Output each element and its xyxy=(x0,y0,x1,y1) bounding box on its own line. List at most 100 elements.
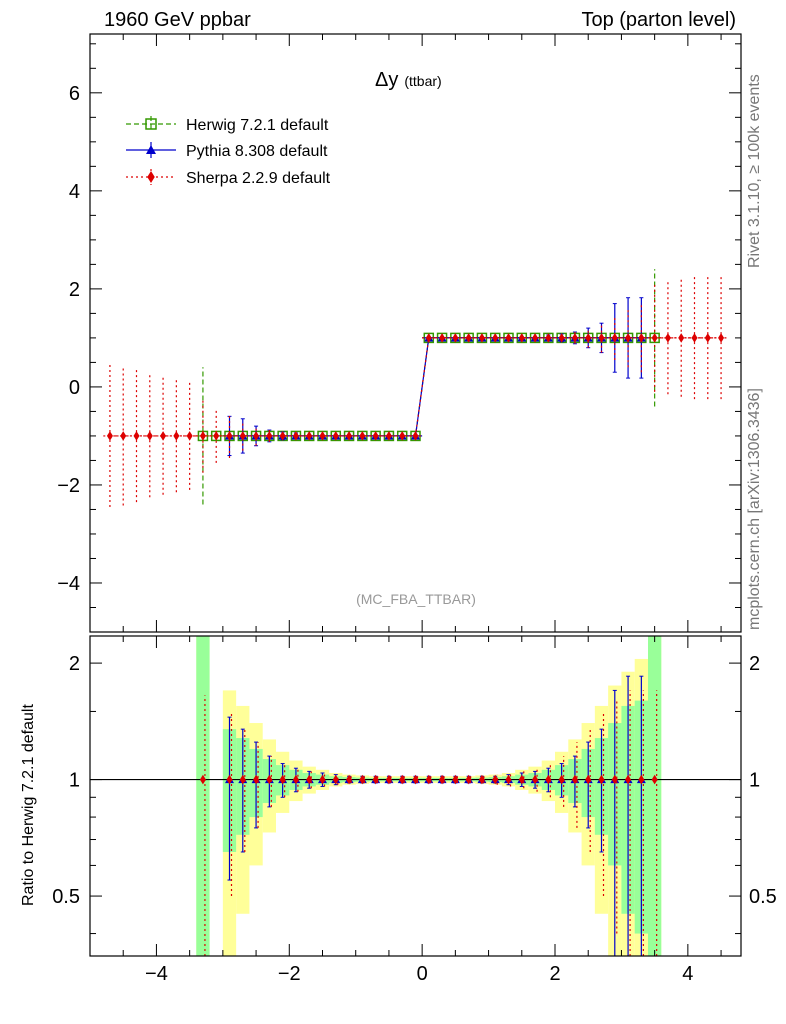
data-point xyxy=(106,431,113,441)
ratio-y-tick-label-right: 2 xyxy=(749,653,760,675)
data-point xyxy=(718,333,725,343)
data-point xyxy=(332,431,339,441)
ratio-point xyxy=(359,774,366,785)
data-point xyxy=(598,333,605,343)
data-point xyxy=(399,431,406,441)
ratio-point xyxy=(478,774,485,785)
data-point xyxy=(571,333,578,343)
y-tick-label: 0 xyxy=(69,377,80,399)
main-panel-series xyxy=(103,269,728,508)
data-point xyxy=(545,333,552,343)
ratio-point xyxy=(266,774,273,785)
data-point xyxy=(678,333,685,343)
header-right: Top (parton level) xyxy=(581,9,736,31)
legend-item-2: Sherpa 2.2.9 default xyxy=(126,169,331,187)
data-point xyxy=(492,333,499,343)
data-point xyxy=(292,431,299,441)
data-point xyxy=(439,333,446,343)
data-point xyxy=(558,333,565,343)
series-line xyxy=(109,337,722,437)
data-point xyxy=(173,431,180,441)
data-point xyxy=(133,431,140,441)
ratio-point xyxy=(439,774,446,785)
header-left: 1960 GeV ppbar xyxy=(104,9,251,31)
data-point xyxy=(425,333,432,343)
data-point xyxy=(253,431,260,441)
ratio-panel-bands xyxy=(196,636,662,956)
data-point xyxy=(478,333,485,343)
ratio-point xyxy=(332,774,339,785)
y-tick-label: 6 xyxy=(69,83,80,105)
series-0 xyxy=(196,269,662,505)
ratio-point xyxy=(505,774,512,785)
ratio-point xyxy=(532,774,539,785)
ratio-point xyxy=(611,774,618,785)
rivet-version-label: Rivet 3.1.10, ≥ 100k events xyxy=(746,74,763,268)
x-tick-label: 4 xyxy=(682,963,693,985)
plot-title: Δy (ttbar) xyxy=(375,69,442,91)
data-point xyxy=(532,333,539,343)
ratio-point xyxy=(465,774,472,785)
y-tick-label: 2 xyxy=(69,279,80,301)
data-point xyxy=(465,333,472,343)
ratio-point xyxy=(598,774,605,785)
data-point xyxy=(266,431,273,441)
ratio-point xyxy=(346,774,353,785)
legend: Herwig 7.2.1 default Pythia 8.308 default… xyxy=(126,116,331,187)
data-point xyxy=(199,431,206,441)
ratio-point xyxy=(651,774,658,785)
data-point xyxy=(518,333,525,343)
data-point xyxy=(704,333,711,343)
data-point xyxy=(146,431,153,441)
mcplots-label: mcplots.cern.ch [arXiv:1306.3436] xyxy=(746,388,763,630)
legend-label: Herwig 7.2.1 default xyxy=(186,117,329,134)
ratio-point xyxy=(253,774,260,785)
legend-label: Sherpa 2.2.9 default xyxy=(186,170,331,187)
ratio-point xyxy=(492,774,499,785)
data-point xyxy=(412,431,419,441)
uncertainty-band-green xyxy=(648,636,662,956)
legend-item-0: Herwig 7.2.1 default xyxy=(126,116,329,134)
ratio-point xyxy=(571,774,578,785)
data-point xyxy=(226,431,233,441)
x-tick-label: 2 xyxy=(549,963,560,985)
ratio-point xyxy=(545,774,552,785)
data-point xyxy=(160,431,167,441)
ratio-point xyxy=(239,774,246,785)
data-point xyxy=(638,333,645,343)
x-tick-label: −2 xyxy=(278,963,301,985)
data-point xyxy=(372,431,379,441)
data-point xyxy=(319,431,326,441)
ratio-point xyxy=(638,774,645,785)
uncertainty-band-green xyxy=(196,636,210,956)
y-tick-label: −2 xyxy=(57,475,80,497)
ratio-point xyxy=(199,774,206,785)
data-point xyxy=(186,431,193,441)
ratio-point xyxy=(625,774,632,785)
ratio-point xyxy=(385,774,392,785)
legend-item-1: Pythia 8.308 default xyxy=(126,142,328,160)
series-line xyxy=(202,337,655,437)
x-tick-label: 0 xyxy=(417,963,428,985)
data-point xyxy=(651,333,658,343)
data-point xyxy=(385,431,392,441)
data-point xyxy=(213,431,220,441)
data-point xyxy=(452,333,459,343)
ratio-y-tick-label-right: 1 xyxy=(749,770,760,792)
y-tick-label: −4 xyxy=(57,573,80,595)
ratio-point xyxy=(585,774,592,785)
main-panel-axes: −4 −2 0 2 4 6 xyxy=(57,33,742,633)
ratio-y-axis-label: Ratio to Herwig 7.2.1 default xyxy=(20,704,37,906)
data-point xyxy=(346,431,353,441)
data-point xyxy=(120,431,127,441)
ratio-point xyxy=(292,774,299,785)
data-point xyxy=(664,333,671,343)
data-point xyxy=(611,333,618,343)
series-2 xyxy=(103,276,728,508)
ratio-point xyxy=(425,774,432,785)
series-line xyxy=(229,337,642,437)
ratio-point xyxy=(279,774,286,785)
ratio-point xyxy=(319,774,326,785)
ratio-panel-axes: −4 −2 0 2 4 0.5 0.5 1 1 2 2 xyxy=(52,635,777,985)
